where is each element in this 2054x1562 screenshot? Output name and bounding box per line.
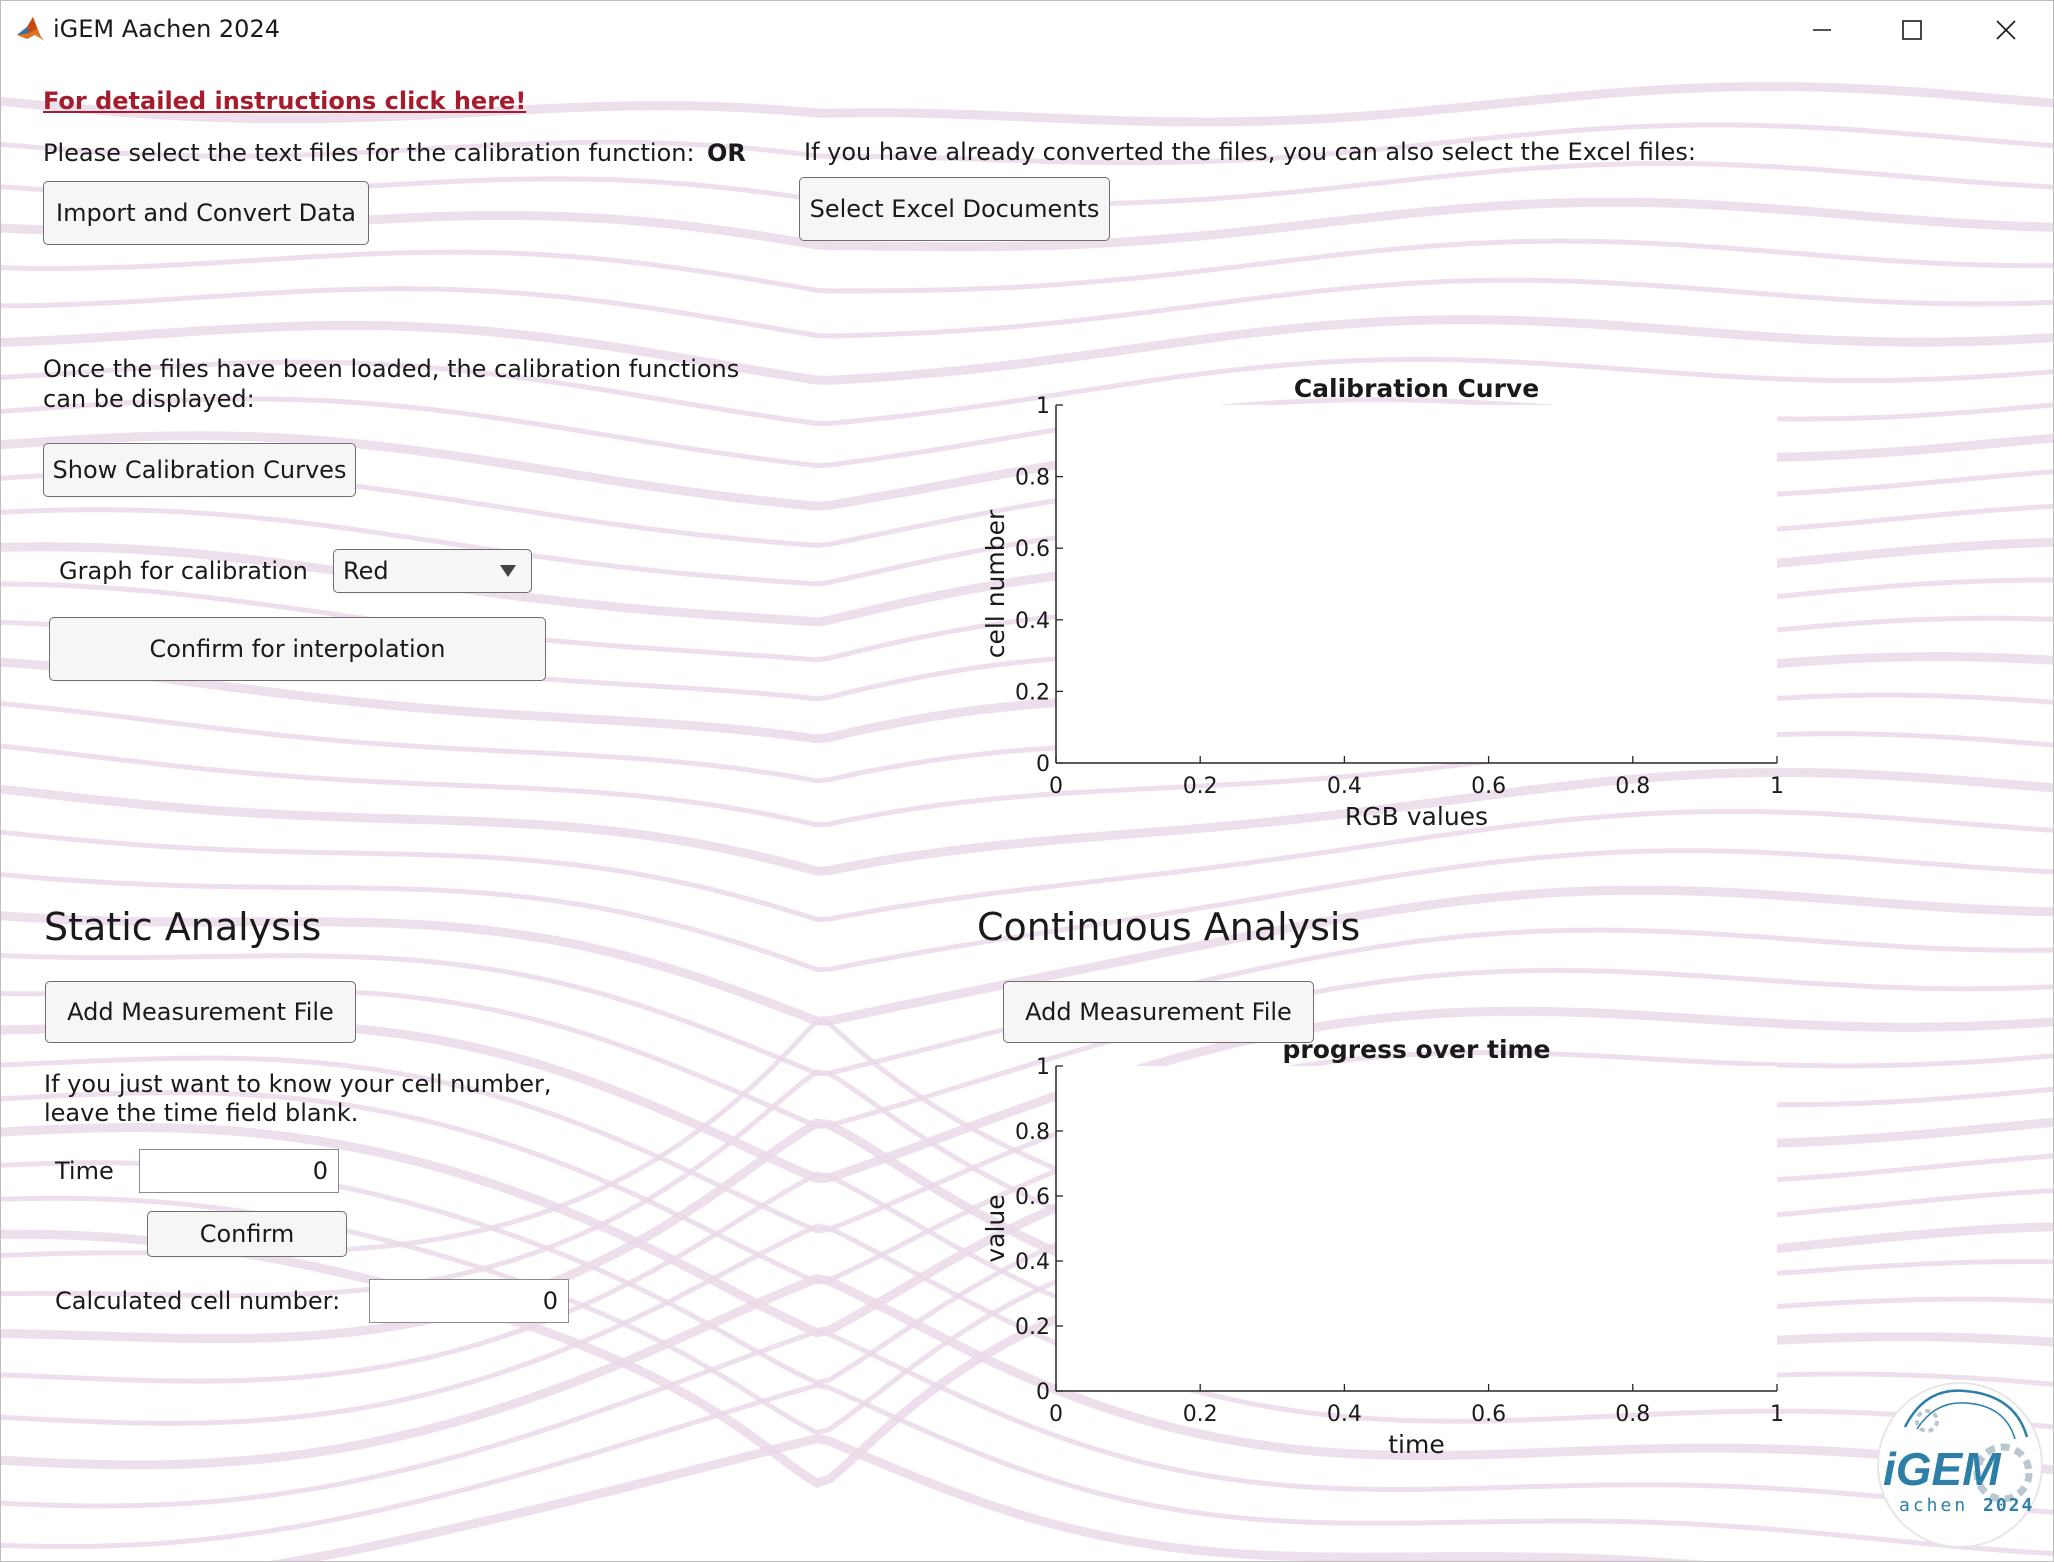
y-axis-label: cell number xyxy=(981,509,1010,658)
continuous-analysis-title: Continuous Analysis xyxy=(977,905,1361,949)
igem-logo-graphic: iGEM achen 2024 xyxy=(1877,1382,2043,1548)
static-hint-line1: If you just want to know your cell numbe… xyxy=(44,1070,552,1098)
minimize-button[interactable] xyxy=(1777,1,1867,59)
confirm-interpolation-button[interactable]: Confirm for interpolation xyxy=(49,617,546,681)
x-tick-label: 0.4 xyxy=(1327,774,1362,799)
excel-files-prompt: If you have already converted the files,… xyxy=(804,138,1696,166)
y-axis-label: value xyxy=(981,1194,1010,1262)
igem-logo: iGEM achen 2024 xyxy=(1865,1377,2045,1548)
chart-title: progress over time xyxy=(1282,1035,1550,1064)
logo-main-text: iGEM xyxy=(1883,1443,2002,1495)
graph-calibration-label: Graph for calibration xyxy=(59,557,308,585)
chart-title: Calibration Curve xyxy=(1294,374,1539,403)
instructions-link[interactable]: For detailed instructions click here! xyxy=(43,87,527,115)
x-tick-label: 0.2 xyxy=(1183,1402,1218,1427)
x-tick-label: 0.4 xyxy=(1327,1402,1362,1427)
y-tick-label: 0.4 xyxy=(1015,609,1050,634)
y-tick-label: 1 xyxy=(1036,394,1050,419)
loaded-info-line1: Once the files have been loaded, the cal… xyxy=(43,355,740,383)
x-tick-label: 1 xyxy=(1770,1402,1784,1427)
x-tick-label: 0 xyxy=(1049,1402,1063,1427)
import-convert-button[interactable]: Import and Convert Data xyxy=(43,181,369,245)
select-excel-button[interactable]: Select Excel Documents xyxy=(799,177,1110,241)
dropdown-selected-value: Red xyxy=(343,557,389,585)
logo-year-text: 2024 xyxy=(1983,1495,2034,1516)
close-button[interactable] xyxy=(1961,1,2051,59)
show-calibration-button[interactable]: Show Calibration Curves xyxy=(43,443,356,497)
logo-sub-text: achen xyxy=(1899,1495,1968,1516)
matlab-icon xyxy=(15,15,47,45)
maximize-button[interactable] xyxy=(1867,1,1957,59)
app-content: For detailed instructions click here! Pl… xyxy=(1,59,2053,1561)
y-tick-label: 0.8 xyxy=(1015,466,1050,491)
x-tick-label: 0 xyxy=(1049,774,1063,799)
x-tick-label: 1 xyxy=(1770,774,1784,799)
time-input[interactable]: 0 xyxy=(139,1149,339,1193)
chevron-down-icon xyxy=(500,565,516,577)
title-bar: iGEM Aachen 2024 xyxy=(1,1,2053,59)
y-tick-label: 0.6 xyxy=(1015,1185,1050,1210)
plot-area xyxy=(1056,1066,1777,1391)
window-title: iGEM Aachen 2024 xyxy=(53,15,280,43)
y-tick-label: 1 xyxy=(1036,1055,1050,1080)
maximize-icon xyxy=(1902,20,1922,40)
text-files-prompt: Please select the text files for the cal… xyxy=(43,139,695,167)
close-icon xyxy=(1996,20,2016,40)
x-tick-label: 0.6 xyxy=(1471,774,1506,799)
x-tick-label: 0.8 xyxy=(1615,774,1650,799)
minimize-icon xyxy=(1813,29,1831,31)
static-hint-line2: leave the time field blank. xyxy=(44,1099,359,1127)
progress-over-time-chart: 0 0.2 0.4 0.6 0.8 1 0 0.2 0.4 0.6 0.8 1 progress ove… xyxy=(981,1035,1784,1459)
y-tick-label: 0.8 xyxy=(1015,1120,1050,1145)
static-confirm-button[interactable]: Confirm xyxy=(147,1211,347,1257)
y-tick-label: 0 xyxy=(1036,752,1050,777)
y-tick-label: 0.2 xyxy=(1015,680,1050,705)
y-tick-label: 0.6 xyxy=(1015,537,1050,562)
calibration-curve-chart: 0 0.2 0.4 0.6 0.8 1 0 0.2 0.4 0.6 0.8 1 Calibration … xyxy=(981,374,1784,831)
or-label: OR xyxy=(707,139,746,167)
static-add-measurement-button[interactable]: Add Measurement File xyxy=(45,981,356,1043)
calculated-cell-field: 0 xyxy=(369,1279,569,1323)
y-tick-label: 0.4 xyxy=(1015,1250,1050,1275)
loaded-info-line2: can be displayed: xyxy=(43,385,255,413)
x-tick-label: 0.6 xyxy=(1471,1402,1506,1427)
static-analysis-title: Static Analysis xyxy=(44,905,322,949)
continuous-add-measurement-button[interactable]: Add Measurement File xyxy=(1003,981,1314,1043)
x-axis-label: RGB values xyxy=(1345,802,1488,831)
time-label: Time xyxy=(55,1157,114,1185)
plot-area xyxy=(1056,405,1777,763)
x-tick-label: 0.8 xyxy=(1615,1402,1650,1427)
y-tick-label: 0.2 xyxy=(1015,1315,1050,1340)
graph-calibration-dropdown[interactable]: Red xyxy=(333,549,532,593)
x-tick-label: 0.2 xyxy=(1183,774,1218,799)
y-tick-label: 0 xyxy=(1036,1380,1050,1405)
x-axis-label: time xyxy=(1388,1430,1444,1459)
calculated-cell-label: Calculated cell number: xyxy=(55,1287,341,1315)
